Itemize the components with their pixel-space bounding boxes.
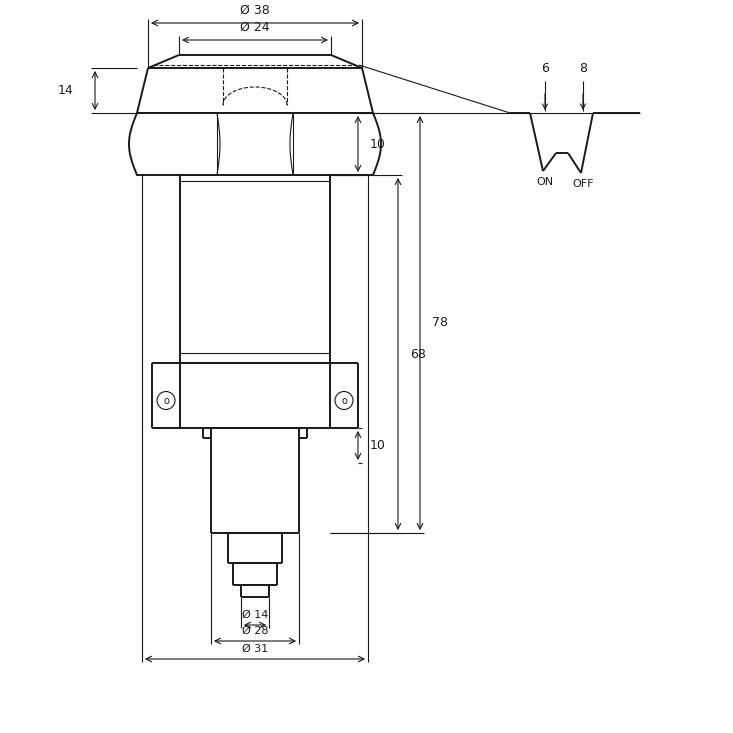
Text: Ø 14: Ø 14 <box>242 610 268 620</box>
Text: 10: 10 <box>370 439 386 452</box>
Text: Ø 28: Ø 28 <box>242 626 268 636</box>
Text: 78: 78 <box>432 317 448 330</box>
Text: Ø 31: Ø 31 <box>242 644 268 654</box>
Text: 14: 14 <box>57 84 73 97</box>
Text: 10: 10 <box>370 138 386 150</box>
Text: o: o <box>341 396 347 405</box>
Text: 8: 8 <box>579 62 587 75</box>
Text: 68: 68 <box>410 347 426 361</box>
Text: ON: ON <box>537 177 553 187</box>
Text: Ø 24: Ø 24 <box>240 21 270 34</box>
Text: Ø 38: Ø 38 <box>240 4 270 17</box>
Text: OFF: OFF <box>572 179 594 189</box>
Text: 6: 6 <box>541 62 549 75</box>
Text: o: o <box>163 396 169 405</box>
